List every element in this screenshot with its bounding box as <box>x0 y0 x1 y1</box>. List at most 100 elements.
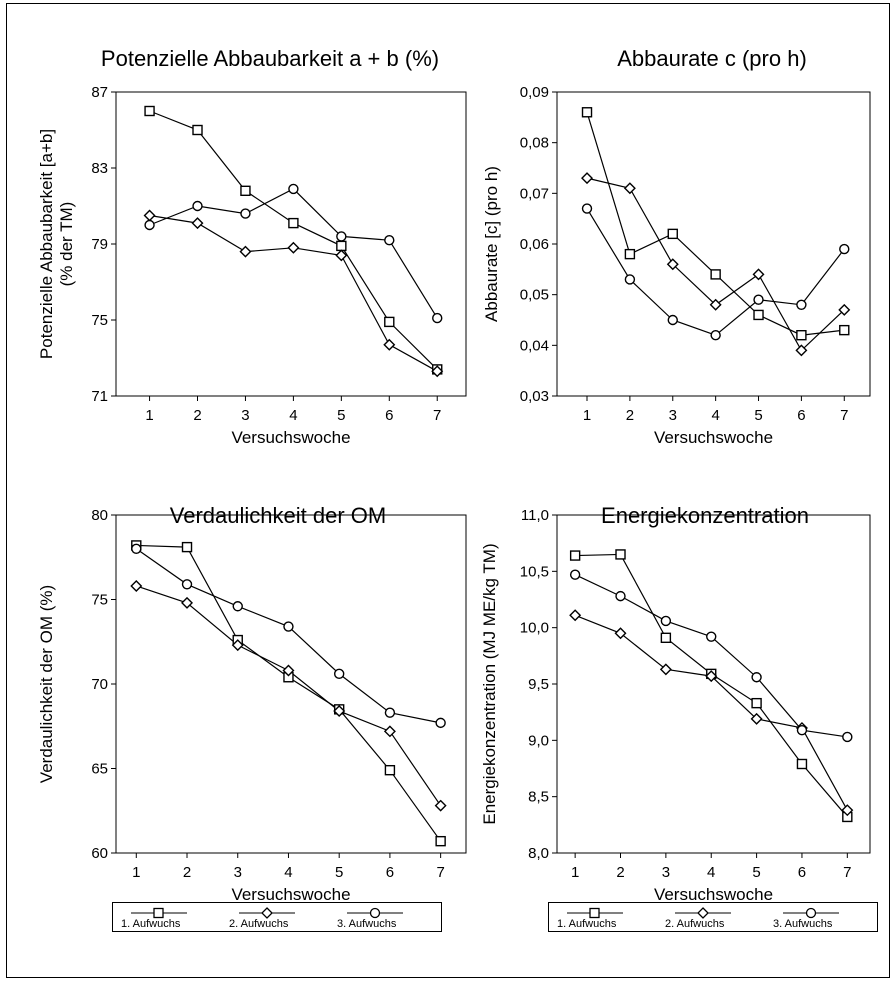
circle-marker <box>283 621 294 632</box>
chart-panel-4: Energiekonzentration8,08,59,09,510,010,5… <box>480 503 871 904</box>
square-marker <box>839 324 850 336</box>
legend-item-3: 3. Aufwuchs <box>769 907 879 931</box>
diamond-marker <box>709 298 722 311</box>
series-line <box>574 614 848 811</box>
figure-frame <box>6 3 890 978</box>
circle-marker <box>384 234 395 246</box>
diamond-marker <box>705 670 718 683</box>
y-tick-label: 9,5 <box>528 676 549 693</box>
x-tick-label: 5 <box>335 864 343 881</box>
legend-label: 2. Aufwuchs <box>665 918 725 930</box>
diamond-marker <box>333 705 346 718</box>
square-marker <box>624 248 636 260</box>
square-marker <box>660 632 672 644</box>
circle-marker <box>131 543 142 554</box>
square-marker <box>751 697 762 709</box>
x-tick-label: 5 <box>337 407 345 424</box>
diamond-marker <box>750 712 763 725</box>
circle-marker <box>581 203 593 214</box>
circle-marker <box>144 219 155 231</box>
square-marker <box>240 185 251 197</box>
circle-marker <box>336 231 347 242</box>
circle-marker <box>660 615 672 627</box>
circle-marker <box>240 208 251 219</box>
x-tick-label: 4 <box>711 407 719 424</box>
x-tick-label: 1 <box>145 407 153 424</box>
legend-item-2: 2. Aufwuchs <box>225 907 335 931</box>
diamond-marker <box>569 609 582 622</box>
x-tick-label: 7 <box>840 407 848 424</box>
x-tick-label: 4 <box>289 407 297 424</box>
circle-marker <box>615 590 626 602</box>
x-tick-label: 7 <box>436 864 444 881</box>
circle-marker <box>667 314 678 326</box>
diamond-marker <box>581 172 594 185</box>
diamond-marker <box>282 664 295 677</box>
y-tick-label: 75 <box>91 592 108 609</box>
diamond-marker <box>838 303 851 316</box>
diamond-marker <box>666 258 679 271</box>
circle-marker <box>333 668 345 680</box>
y-tick-label: 10,0 <box>520 620 549 637</box>
x-tick-label: 4 <box>284 864 292 881</box>
y-tick-label: 0,05 <box>520 287 549 304</box>
legend-item-3: 3. Aufwuchs <box>333 907 443 931</box>
y-tick-label: 70 <box>91 676 108 693</box>
diamond-marker <box>841 804 854 817</box>
y-tick-label: 79 <box>91 236 108 253</box>
x-tick-label: 4 <box>707 864 715 881</box>
x-tick-label: 5 <box>752 864 760 881</box>
circle-marker <box>624 274 636 285</box>
diamond-marker <box>795 344 808 357</box>
diamond-marker <box>659 663 672 676</box>
legend-label: 3. Aufwuchs <box>337 918 397 930</box>
y-tick-label: 65 <box>91 761 108 778</box>
y-tick-label: 80 <box>91 507 108 524</box>
x-tick-label: 3 <box>669 407 677 424</box>
diamond-marker <box>614 627 627 640</box>
legend-item-1: 1. Aufwuchs <box>553 907 663 931</box>
square-marker <box>181 541 193 553</box>
y-axis-label: Potenzielle Abbaubarkeit [a+b] <box>37 129 56 359</box>
chart-panel-2: Abbaurate c (pro h) 0,03 0,04 0,05 0,06 0,07 0… <box>482 46 871 447</box>
x-tick-label: 6 <box>385 407 393 424</box>
square-marker <box>581 107 593 118</box>
diamond-marker <box>383 725 396 738</box>
legend-diamond-marker-icon <box>675 907 731 919</box>
series-line <box>136 544 442 842</box>
x-tick-label: 1 <box>132 864 140 881</box>
circle-marker <box>751 672 762 683</box>
circle-marker <box>569 569 581 580</box>
diamond-marker <box>143 209 156 222</box>
square-marker <box>796 330 807 341</box>
series-line <box>574 574 848 738</box>
x-tick-label: 2 <box>193 407 201 424</box>
legend-label: 1. Aufwuchs <box>557 918 617 930</box>
x-axis-label: Versuchswoche <box>654 885 773 904</box>
circle-marker <box>710 330 721 341</box>
y-tick-label: 10,5 <box>520 563 549 580</box>
diamond-marker <box>383 338 396 351</box>
diamond-marker <box>287 241 300 254</box>
square-marker <box>192 124 203 136</box>
square-marker <box>667 228 678 240</box>
x-axis-label: Versuchswoche <box>654 428 773 447</box>
x-tick-label: 6 <box>797 407 805 424</box>
circle-marker <box>842 731 853 743</box>
circle-marker <box>288 183 299 195</box>
x-tick-label: 2 <box>626 407 634 424</box>
legend-circle-marker-icon <box>347 907 403 919</box>
y-tick-label: 0,04 <box>520 337 549 354</box>
legend-item-2: 2. Aufwuchs <box>661 907 771 931</box>
chart-panel-1: Potenzielle Abbaubarkeit a + b (%)717579… <box>37 46 467 447</box>
diamond-marker <box>623 182 636 195</box>
circle-marker <box>796 724 808 736</box>
x-tick-label: 3 <box>241 407 249 424</box>
y-tick-label: 0,03 <box>520 388 549 405</box>
y-tick-label: 8,5 <box>528 789 549 806</box>
legend-item-1: 1. Aufwuchs <box>117 907 227 931</box>
diamond-marker <box>239 245 252 258</box>
legend-circle-marker-icon <box>783 907 839 919</box>
